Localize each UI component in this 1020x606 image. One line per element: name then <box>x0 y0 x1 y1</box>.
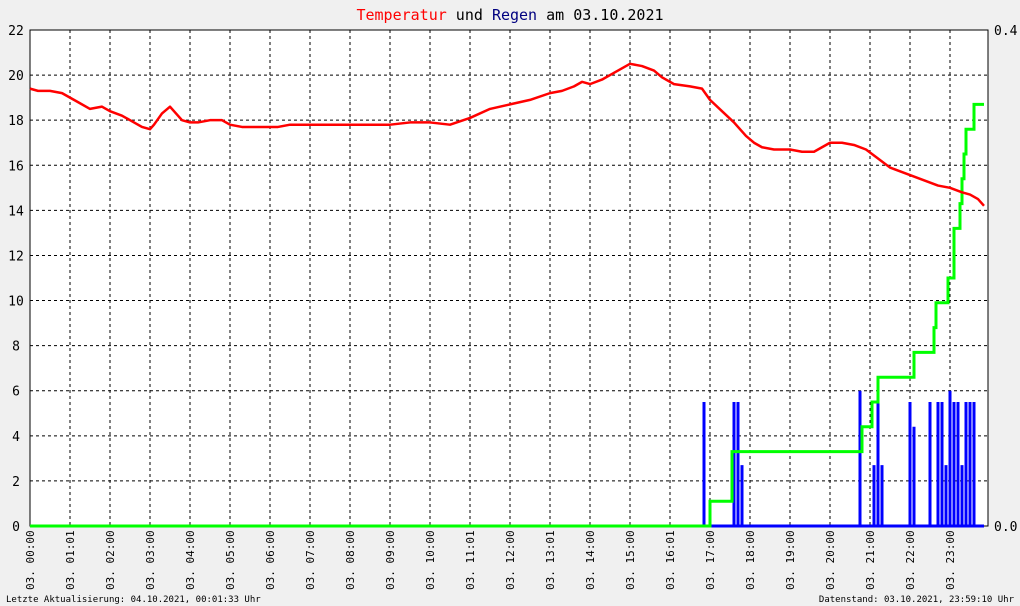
x-tick-label: 03. 22:00 <box>904 530 917 590</box>
footer-left: Letzte Aktualisierung: 04.10.2021, 00:01… <box>6 595 261 605</box>
y-tick-label: 12 <box>8 249 24 264</box>
x-tick-label: 03. 23:00 <box>944 530 957 590</box>
title-part-2: Regen <box>492 6 537 24</box>
x-tick-label: 03. 01:01 <box>64 530 77 590</box>
x-tick-label: 03. 04:00 <box>184 530 197 590</box>
y-tick-label: 10 <box>8 295 24 310</box>
y-tick-label: 14 <box>8 204 24 219</box>
x-tick-label: 03. 21:00 <box>864 530 877 590</box>
y-tick-label: 22 <box>8 24 24 39</box>
x-tick-label: 03. 07:00 <box>304 530 317 590</box>
x-tick-label: 03. 09:00 <box>384 530 397 590</box>
y2-tick-label: 0.0 <box>994 520 1017 535</box>
x-tick-label: 03. 20:00 <box>824 530 837 590</box>
x-tick-label: 03. 12:00 <box>504 530 517 590</box>
x-tick-label: 03. 19:00 <box>784 530 797 590</box>
y-tick-label: 0 <box>12 520 20 535</box>
y-tick-label: 16 <box>8 159 24 174</box>
x-tick-label: 03. 03:00 <box>144 530 157 590</box>
y-tick-label: 4 <box>12 430 20 445</box>
x-tick-label: 03. 15:00 <box>624 530 637 590</box>
x-tick-label: 03. 14:00 <box>584 530 597 590</box>
x-tick-label: 03. 10:00 <box>424 530 437 590</box>
y-tick-label: 2 <box>12 475 20 490</box>
title-part-3: am 03.10.2021 <box>537 6 663 24</box>
y-tick-label: 18 <box>8 114 24 129</box>
grid-lines <box>30 30 988 526</box>
rain-cumulative-line <box>30 102 984 528</box>
footer-right: Datenstand: 03.10.2021, 23:59:10 Uhr <box>819 595 1015 605</box>
x-tick-label: 03. 16:01 <box>664 530 677 590</box>
y-axis-left: 0 2 4 6 8 10 12 14 16 18 20 22 <box>8 24 24 535</box>
x-tick-label: 03. 11:01 <box>464 530 477 590</box>
chart-title: Temperatur und Regen am 03.10.2021 <box>356 6 663 24</box>
x-axis: 03. 00:00 03. 01:01 03. 02:00 03. 03:00 03. … <box>24 530 957 590</box>
y-tick-label: 20 <box>8 69 24 84</box>
line-series <box>29 62 985 528</box>
temperature-line <box>29 62 985 207</box>
x-tick-label: 03. 00:00 <box>24 530 37 590</box>
title-part-1: und <box>447 6 492 24</box>
y-tick-label: 8 <box>12 340 20 355</box>
x-tick-label: 03. 05:00 <box>224 530 237 590</box>
x-tick-label: 03. 13:01 <box>544 530 557 590</box>
y-axis-right: 0.0 0.4 <box>994 24 1018 535</box>
x-tick-label: 03. 06:00 <box>264 530 277 590</box>
x-tick-label: 03. 02:00 <box>104 530 117 590</box>
title-part-0: Temperatur <box>356 6 446 24</box>
y-tick-label: 6 <box>12 385 20 400</box>
x-tick-label: 03. 17:00 <box>704 530 717 590</box>
x-tick-label: 03. 18:00 <box>744 530 757 590</box>
x-tick-label: 03. 08:00 <box>344 530 357 590</box>
y2-tick-label: 0.4 <box>994 24 1018 39</box>
